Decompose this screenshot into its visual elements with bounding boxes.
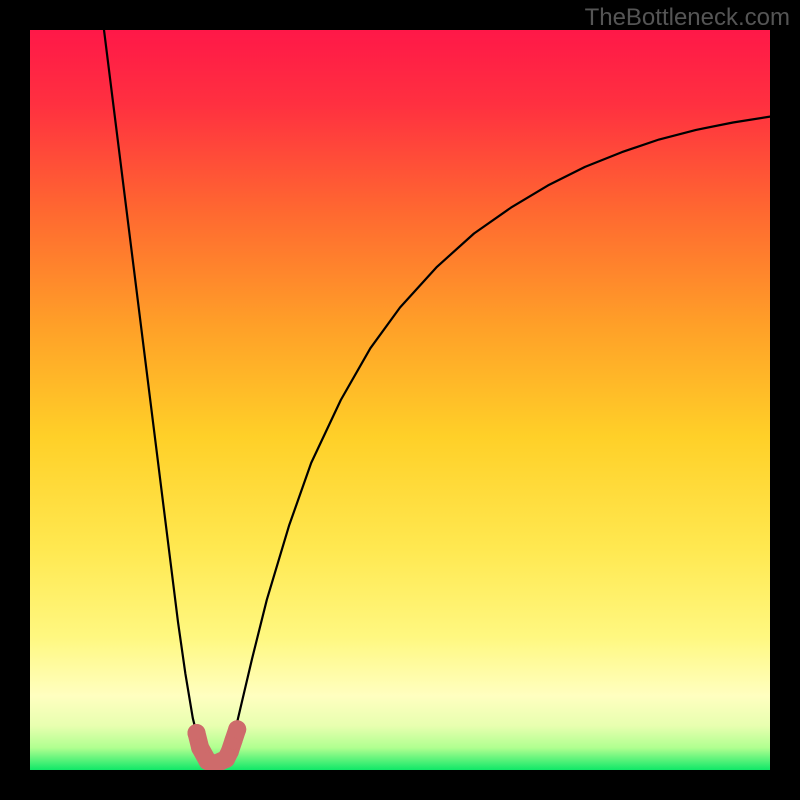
bottleneck-curve-chart bbox=[30, 30, 770, 770]
watermark-text: TheBottleneck.com bbox=[585, 4, 790, 32]
chart-container: { "watermark": { "text": "TheBottleneck.… bbox=[0, 0, 800, 800]
highlight-marker-dot bbox=[228, 720, 246, 738]
chart-background bbox=[30, 30, 770, 770]
